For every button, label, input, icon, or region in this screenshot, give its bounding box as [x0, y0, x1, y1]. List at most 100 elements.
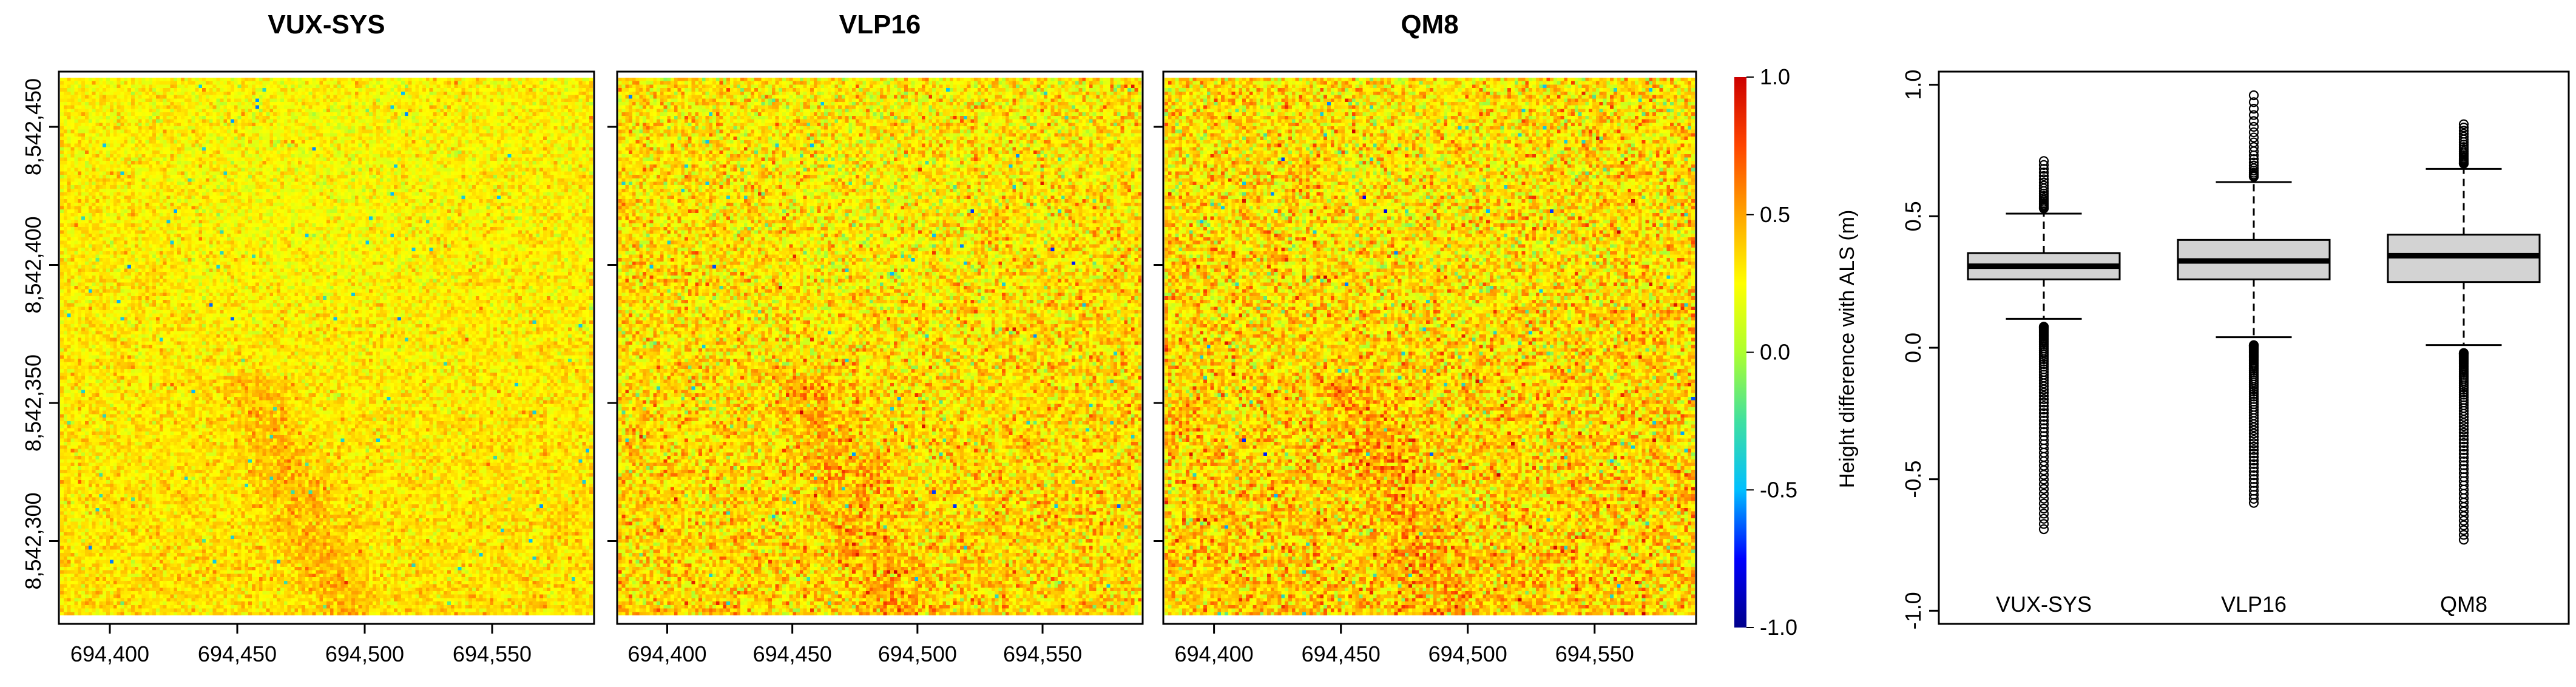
boxplot-y-tick-label: -1.0: [1901, 592, 1925, 629]
outlier-point-high: [2038, 174, 2049, 184]
heatmap-raster: [1165, 78, 1695, 615]
outlier-point-low: [2248, 431, 2259, 442]
outlier-point-low: [2038, 408, 2049, 418]
outlier-point-high: [2248, 157, 2259, 168]
outlier-point-high: [2248, 163, 2259, 174]
x-tick-label: 694,450: [1302, 641, 1381, 666]
x-tick-label: 694,550: [1003, 641, 1082, 666]
outlier-point-high: [2038, 160, 2049, 170]
outlier-point-low: [2038, 465, 2049, 476]
boxplot-y-axis-label: Height difference with ALS (m): [1836, 210, 1859, 489]
outlier-point-high: [2458, 129, 2469, 139]
outlier-point-high: [2248, 127, 2259, 138]
colorbar-ramp: [1734, 77, 1746, 628]
panel-title: VUX-SYS: [268, 10, 385, 39]
colorbar-tick-label: -0.5: [1760, 477, 1797, 502]
outlier-point-low: [2038, 484, 2049, 494]
panel-frame: [58, 70, 595, 625]
outlier-point-high: [2248, 110, 2259, 120]
outlier-point-low: [2458, 535, 2469, 545]
boxplot-category-label: VUX-SYS: [1996, 592, 2092, 617]
colorbar-tick-label: 1.0: [1760, 64, 1790, 89]
outlier-point-low: [2458, 435, 2469, 445]
outlier-point-high: [2458, 126, 2469, 136]
outlier-point-high: [2038, 177, 2049, 188]
outlier-point-high: [2248, 132, 2259, 143]
outlier-point-low: [2248, 435, 2259, 445]
outlier-point-low: [2458, 525, 2469, 535]
outlier-point-high: [2248, 116, 2259, 126]
outlier-point-low: [2038, 411, 2049, 422]
outlier-point-low: [2038, 509, 2049, 519]
outlier-point-low: [2458, 506, 2469, 516]
box-vux-sys: VUX-SYS: [1967, 156, 2121, 617]
outlier-point-low: [2038, 401, 2049, 411]
outlier-point-low: [2038, 387, 2049, 398]
outlier-point-low: [2038, 489, 2049, 499]
panel-title: QM8: [1401, 10, 1458, 39]
x-tick-label: 694,550: [1555, 641, 1634, 666]
outlier-point-low: [2248, 445, 2259, 455]
outlier-point-low: [2458, 456, 2469, 467]
outlier-point-low: [2038, 384, 2049, 394]
outlier-point-low: [2038, 404, 2049, 415]
outlier-point-low: [2458, 441, 2469, 452]
outlier-point-low: [2248, 391, 2259, 402]
colorbar-tick-label: 0.0: [1760, 340, 1790, 365]
panel-title: VLP16: [839, 10, 921, 39]
outlier-point-low: [2248, 474, 2259, 484]
outlier-point-low: [2038, 398, 2049, 408]
y-tick-label: 8,542,450: [21, 78, 46, 175]
outlier-point-low: [2038, 415, 2049, 426]
outlier-point-low: [2038, 394, 2049, 404]
outlier-point-low: [2248, 441, 2259, 452]
outlier-point-low: [2458, 438, 2469, 448]
outlier-point-high: [2248, 104, 2259, 114]
outlier-point-low: [2458, 520, 2469, 530]
heatmap-panel-2: VLP16 694,400 694,450 694,500 694,550: [607, 10, 1144, 666]
x-tick-label: 694,500: [1428, 641, 1507, 666]
colorbar: 1.0 0.5 0.0 -0.5 -1.0: [1734, 64, 1797, 640]
outlier-point-high: [2248, 154, 2259, 164]
x-tick-label: 694,450: [753, 641, 832, 666]
boxplot: -1.0 -0.5 0.0 0.5 1.0 Height difference with…: [1836, 70, 2570, 629]
outlier-point-low: [2248, 466, 2259, 477]
boxplot-category-label: QM8: [2440, 592, 2487, 617]
outlier-point-low: [2248, 498, 2259, 508]
outlier-point-low: [2038, 474, 2049, 485]
outlier-point-low: [2458, 448, 2469, 459]
outlier-point-low: [2038, 524, 2049, 535]
outlier-point-low: [2038, 391, 2049, 401]
outlier-point-low: [2248, 438, 2259, 448]
outlier-point-low: [2458, 452, 2469, 463]
x-tick-label: 694,400: [1175, 641, 1254, 666]
heatmap-raster: [60, 78, 593, 615]
heatmap-panel-3: QM8 694,400 694,450 694,500 694,550: [1154, 10, 1697, 666]
outlier-point-low: [2458, 530, 2469, 540]
outlier-point-high: [2458, 123, 2469, 133]
heatmap-panel-1: VUX-SYS 694,400 694,450 694,500 694,550 8,542…: [21, 10, 595, 666]
outlier-point-high: [2038, 168, 2049, 178]
outlier-point-low: [2248, 428, 2259, 439]
outlier-point-low: [2458, 418, 2469, 428]
boxplot-y-tick-label: 0.0: [1901, 333, 1925, 363]
outlier-point-low: [2458, 415, 2469, 425]
outlier-point-high: [2248, 160, 2259, 171]
outlier-point-low: [2458, 427, 2469, 438]
x-tick-label: 694,500: [325, 641, 404, 666]
outlier-point-low: [2038, 479, 2049, 489]
outlier-point-low: [2458, 515, 2469, 526]
boxplot-y-tick-label: 0.5: [1901, 201, 1925, 231]
outlier-point-high: [2248, 97, 2259, 107]
outlier-point-low: [2248, 425, 2259, 436]
outlier-point-low: [2458, 511, 2469, 521]
outlier-point-high: [2038, 156, 2049, 166]
outlier-point-low: [2038, 493, 2049, 504]
colorbar-tick-label: -1.0: [1760, 615, 1797, 640]
outlier-point-high: [2248, 137, 2259, 147]
outlier-point-high: [2038, 171, 2049, 181]
outlier-point-low: [2038, 498, 2049, 509]
x-tick-label: 694,500: [878, 641, 957, 666]
boxplot-y-tick-label: -0.5: [1901, 461, 1925, 498]
